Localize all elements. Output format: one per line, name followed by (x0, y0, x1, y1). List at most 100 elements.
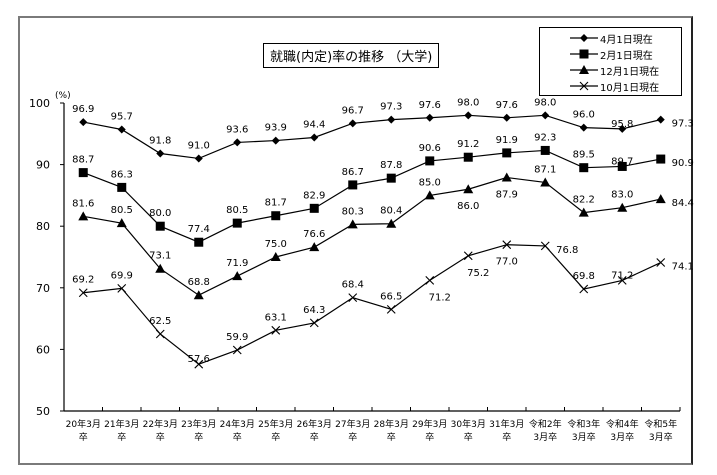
diamond-marker (79, 118, 88, 127)
x-tick-label: 21年3月 (104, 418, 139, 430)
diamond-marker (425, 113, 434, 122)
diamond-marker (387, 115, 396, 124)
x-marker (579, 81, 589, 91)
x-marker (502, 240, 512, 250)
data-label: 96.0 (573, 110, 595, 121)
diamond-marker (502, 113, 511, 122)
data-label: 97.6 (419, 100, 441, 111)
data-label: 80.0 (149, 208, 171, 219)
diamond-marker (656, 115, 665, 124)
y-tick-label: 100 (29, 97, 50, 110)
x-tick-label-sub: 卒 (464, 431, 473, 443)
data-label: 98.0 (457, 97, 479, 108)
triangle-marker (155, 263, 166, 273)
x-marker (309, 318, 319, 328)
legend-label: 10月1日現在 (600, 83, 660, 94)
data-labels: 96.9 95.7 91.8 91.0 93.6 93.9 94.4 96.7 97.3 97.6… (72, 97, 694, 365)
x-tick-label: 26年3月 (297, 418, 332, 430)
data-label: 95.8 (611, 119, 633, 130)
data-label: 68.8 (188, 277, 210, 288)
x-marker (271, 325, 281, 335)
data-label: 87.8 (380, 160, 402, 171)
data-label: 76.8 (556, 245, 578, 256)
x-tick-label-sub: 卒 (117, 431, 126, 443)
data-label: 77.0 (496, 257, 518, 268)
x-tick-label-sub: 卒 (502, 431, 511, 443)
data-label: 89.7 (611, 156, 633, 167)
data-label: 97.3 (672, 119, 694, 130)
data-label: 71.2 (429, 292, 451, 303)
square-marker (579, 163, 589, 173)
triangle-marker-icon (570, 65, 598, 74)
square-marker (656, 154, 666, 164)
x-marker (232, 345, 242, 355)
x-tick-label: 29年3月 (412, 418, 447, 430)
diamond-marker (348, 119, 357, 128)
data-label: 86.7 (342, 167, 364, 178)
triangle-marker (309, 242, 320, 252)
data-label: 71.9 (226, 258, 248, 269)
series-2 (78, 172, 666, 300)
triangle-marker (78, 211, 89, 221)
data-label: 75.0 (265, 239, 287, 250)
triangle-marker (193, 290, 204, 300)
series-lines (78, 111, 666, 369)
x-tick-label: 令和2年 (529, 418, 562, 430)
data-label: 81.6 (72, 198, 94, 209)
triangle-marker (116, 218, 127, 228)
y-tick-label: 70 (36, 282, 50, 295)
diamond-marker (580, 34, 588, 42)
square-marker (194, 237, 204, 247)
data-label: 91.0 (188, 140, 210, 151)
data-label: 82.9 (303, 190, 325, 201)
data-label: 68.4 (342, 280, 364, 291)
diamond-marker (194, 154, 203, 163)
square-marker-icon (570, 49, 598, 59)
data-label: 77.4 (188, 224, 210, 235)
x-tick-label-sub: 卒 (194, 431, 203, 443)
data-label: 97.6 (496, 100, 518, 111)
data-label: 80.3 (342, 206, 364, 217)
square-marker (502, 148, 512, 158)
x-tick-label-sub: 卒 (348, 431, 357, 443)
diamond-marker (117, 125, 126, 134)
legend-item: 12月1日現在 (540, 62, 681, 78)
data-label: 93.9 (265, 123, 287, 134)
data-label: 63.1 (265, 312, 287, 323)
triangle-marker (578, 207, 589, 217)
x-tick-label: 28年3月 (374, 418, 409, 430)
legend-item: 4月1日現在 (540, 30, 681, 46)
data-label: 91.8 (149, 136, 171, 147)
data-label: 80.5 (226, 205, 248, 216)
data-label: 80.5 (111, 205, 133, 216)
square-marker (425, 156, 435, 166)
data-label: 74.1 (672, 262, 694, 273)
data-label: 69.9 (111, 270, 133, 281)
x-marker (117, 284, 127, 293)
data-label: 97.3 (380, 102, 402, 113)
triangle-marker (463, 184, 474, 194)
data-label: 98.0 (534, 97, 556, 108)
x-tick-label: 令和5年 (644, 418, 677, 430)
x-tick-label: 25年3月 (258, 418, 293, 430)
data-label: 85.0 (419, 177, 441, 188)
diamond-marker (156, 149, 165, 158)
y-tick-label: 90 (36, 159, 50, 172)
data-label: 64.3 (303, 305, 325, 316)
x-marker (194, 359, 204, 369)
square-marker (117, 182, 127, 192)
x-marker (656, 258, 666, 267)
diamond-marker-icon (570, 34, 598, 42)
data-label: 75.2 (467, 268, 489, 279)
triangle-marker (347, 219, 358, 229)
x-marker (463, 251, 473, 261)
legend-label: 4月1日現在 (600, 35, 653, 46)
diamond-marker (464, 111, 473, 120)
series-1 (78, 145, 666, 247)
square-marker (463, 152, 473, 162)
data-label: 83.0 (611, 190, 633, 201)
x-tick-label: 24年3月 (220, 418, 255, 430)
triangle-marker (270, 252, 281, 261)
data-label: 90.9 (672, 158, 694, 169)
